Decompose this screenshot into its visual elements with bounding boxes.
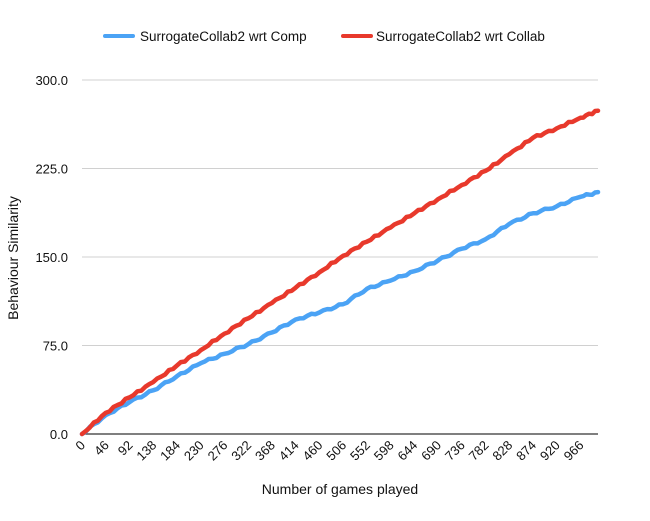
x-tick-label: 230 (181, 438, 207, 464)
x-tick-label: 92 (115, 438, 136, 459)
y-axis-tick-labels: 0.0 75.0 150.0 225.0 300.0 (35, 73, 68, 442)
x-tick-label: 598 (371, 438, 397, 464)
x-tick-label: 46 (91, 438, 112, 459)
x-axis-tick-labels: 0 46 9213818423027632236841446050655259864… (72, 438, 586, 464)
x-tick-label: 690 (418, 438, 444, 464)
x-tick-label: 644 (394, 438, 420, 464)
x-tick-label: 506 (323, 438, 349, 464)
legend: SurrogateCollab2 wrt Comp SurrogateCollab… (103, 29, 545, 44)
x-axis-label: Number of games played (262, 481, 418, 497)
x-tick-label: 966 (561, 438, 587, 464)
legend-label: SurrogateCollab2 wrt Comp (140, 29, 307, 44)
x-tick-label: 736 (442, 438, 468, 464)
x-tick-label: 0 (72, 438, 88, 454)
series-lines (79, 108, 601, 437)
x-tick-label: 552 (347, 438, 373, 464)
x-tick-label: 322 (228, 438, 254, 464)
y-tick-label: 300.0 (35, 73, 68, 88)
x-tick-label: 138 (133, 438, 159, 464)
x-tick-label: 828 (489, 438, 515, 464)
y-tick-label: 0.0 (50, 427, 68, 442)
x-tick-label: 782 (466, 438, 492, 464)
y-tick-label: 225.0 (35, 162, 68, 177)
legend-label: SurrogateCollab2 wrt Collab (376, 29, 545, 44)
x-tick-label: 874 (513, 438, 539, 464)
x-tick-label: 276 (205, 438, 231, 464)
y-tick-label: 150.0 (35, 250, 68, 265)
y-tick-label: 75.0 (43, 339, 68, 354)
x-tick-label: 414 (276, 438, 302, 464)
x-tick-label: 184 (157, 438, 183, 464)
x-tick-label: 368 (252, 438, 278, 464)
series-line (79, 108, 601, 437)
x-tick-label: 920 (537, 438, 563, 464)
series-line (79, 189, 601, 437)
x-tick-label: 460 (300, 438, 326, 464)
y-axis-label: Behaviour Similarity (5, 196, 21, 320)
